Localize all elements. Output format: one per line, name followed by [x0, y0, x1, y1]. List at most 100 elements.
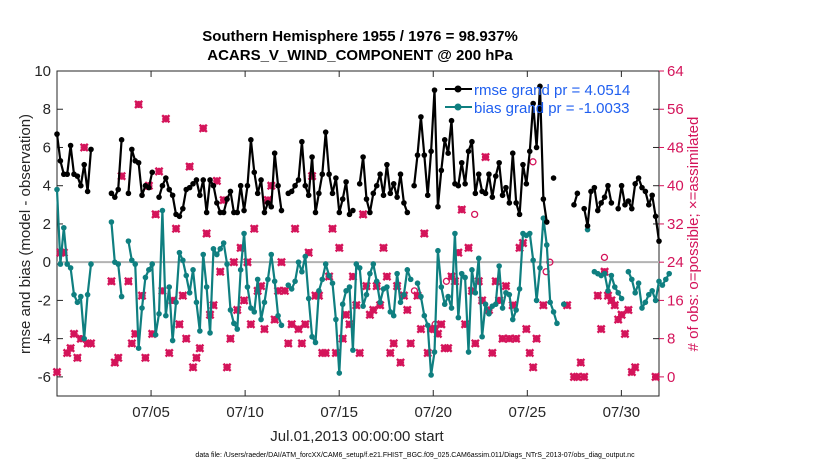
obs-assimilated-marker — [171, 224, 181, 234]
obs-assimilated-marker — [185, 162, 195, 172]
bias-point — [125, 238, 132, 244]
bias-point — [326, 272, 332, 279]
bias-point — [139, 305, 145, 311]
bias-point — [129, 257, 135, 264]
rmse-point — [74, 173, 81, 179]
x-tick-label: 07/05 — [132, 404, 170, 421]
bias-point — [305, 295, 312, 302]
rmse-point — [115, 186, 122, 193]
rmse-point — [237, 182, 244, 189]
y-axis-right: 0 8 16 24 32 40 48 56 64 — [659, 63, 684, 386]
bias-point — [486, 310, 492, 317]
obs-assimilated-marker — [195, 343, 205, 353]
obs-assimilated-marker — [79, 143, 89, 152]
obs-assimilated-marker — [538, 300, 548, 310]
bias-point — [166, 284, 173, 290]
bias-point — [441, 301, 448, 308]
bias-point — [149, 261, 156, 267]
obs-assimilated-marker — [161, 114, 171, 124]
rmse-point — [227, 188, 234, 195]
rmse-point — [401, 200, 407, 206]
obs-assimilated-marker — [355, 348, 365, 358]
y-tick-left-label: 8 — [43, 101, 51, 118]
bias-point — [288, 286, 295, 292]
rmse-point — [581, 205, 587, 212]
y-tick-right-label: 32 — [667, 216, 684, 233]
x-axis: 07/05 07/10 07/15 07/20 07/25 07/30 — [132, 71, 640, 421]
obs-assimilated-marker — [127, 338, 137, 348]
rmse-point — [639, 184, 645, 191]
rmse-point — [499, 192, 506, 199]
bias-point — [322, 261, 329, 267]
obs-assimilated-marker — [113, 353, 123, 363]
rmse-point — [346, 211, 353, 218]
bias-point — [605, 288, 611, 294]
obs-assimilated-marker — [464, 243, 473, 253]
obs-assimilated-marker — [277, 257, 286, 267]
bias-point — [377, 299, 383, 306]
bias-point — [618, 295, 625, 302]
bias-point — [265, 276, 271, 283]
obs-assimilated-marker — [593, 291, 603, 301]
rmse-point — [377, 171, 383, 178]
rmse-point — [390, 180, 397, 187]
rmse-point — [397, 171, 404, 178]
rmse-point — [180, 205, 186, 212]
bias-point — [64, 261, 71, 267]
bias-point — [295, 259, 302, 265]
rmse-point — [598, 200, 604, 206]
bias-point — [275, 312, 281, 319]
bias-point — [431, 349, 438, 355]
bias-point — [458, 270, 465, 277]
bias-point — [319, 276, 326, 283]
rmse-point — [635, 175, 642, 181]
rmse-point — [319, 171, 326, 178]
rmse-point — [482, 190, 489, 197]
rmse-point — [139, 192, 145, 199]
rmse-point — [251, 169, 258, 176]
bias-point — [248, 305, 254, 311]
bias-point — [241, 230, 247, 237]
y-tick-right-label: 48 — [667, 139, 684, 156]
bias-point — [220, 240, 227, 246]
y-tick-right-label: 56 — [667, 101, 684, 118]
bias-point — [84, 291, 91, 298]
rmse-point — [125, 190, 132, 197]
bias-point — [537, 265, 543, 271]
bias-point — [176, 249, 183, 256]
rmse-point — [288, 188, 295, 195]
bias-point — [611, 284, 618, 290]
bias-point — [533, 297, 540, 304]
rmse-point — [268, 203, 275, 210]
rmse-point — [431, 87, 438, 93]
obs-assimilated-marker — [389, 338, 399, 348]
chart-title-line1: Southern Hemisphere 1955 / 1976 = 98.937… — [202, 28, 518, 45]
bias-point — [465, 349, 472, 355]
y-tick-right-label: 24 — [667, 254, 684, 271]
bias-point — [258, 316, 264, 323]
obs-assimilated-marker — [525, 348, 535, 358]
rmse-point — [615, 205, 621, 212]
rmse-point — [574, 190, 581, 197]
rmse-point — [261, 209, 268, 216]
obs-assimilated-marker — [457, 205, 467, 215]
data-file-footer: data file: /Users/raeder/DAI/ATM_forcXX/… — [195, 452, 635, 459]
y-tick-left-label: 10 — [34, 63, 51, 80]
plot-frame — [56, 70, 660, 397]
obs-assimilated-marker — [416, 324, 426, 334]
bias-point — [299, 268, 305, 275]
bias-series — [54, 186, 673, 378]
rmse-point — [88, 146, 94, 153]
obs-assimilated-marker — [501, 281, 511, 291]
obs-assimilated-marker — [191, 353, 201, 363]
rmse-point — [591, 184, 598, 191]
y-tick-left-label: 4 — [43, 178, 51, 195]
bias-point — [554, 320, 560, 327]
y-tick-left-label: -4 — [38, 331, 51, 348]
bias-point — [601, 270, 608, 277]
obs-assimilated-marker — [436, 319, 446, 329]
rmse-point — [207, 177, 213, 183]
bias-point — [390, 312, 397, 319]
x-axis-label: Jul.01,2013 00:00:00 start — [270, 428, 444, 445]
rmse-point — [305, 192, 312, 199]
